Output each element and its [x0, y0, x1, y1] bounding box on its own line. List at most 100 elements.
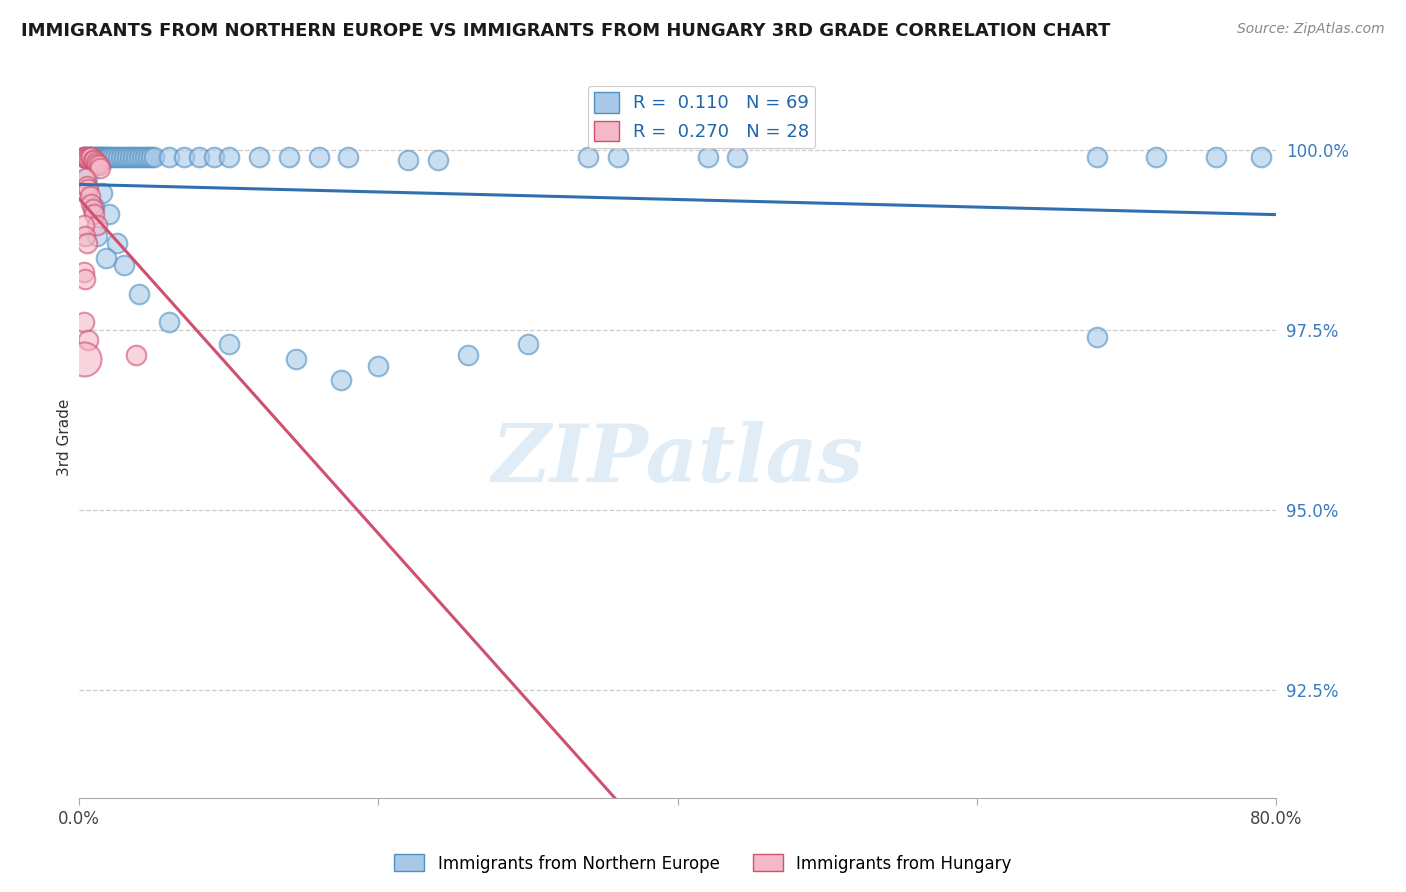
Point	[157, 316, 180, 330]
Point	[125, 150, 148, 164]
Point	[330, 373, 353, 387]
Point	[142, 150, 165, 164]
Point	[308, 150, 330, 164]
Point	[1144, 150, 1167, 164]
Point	[90, 186, 112, 200]
Point	[72, 150, 94, 164]
Point	[367, 359, 389, 373]
Text: ZIPatlas: ZIPatlas	[492, 421, 863, 498]
Point	[77, 182, 100, 196]
Point	[101, 150, 124, 164]
Point	[75, 229, 97, 244]
Point	[173, 150, 195, 164]
Point	[86, 150, 108, 164]
Point	[83, 200, 105, 214]
Point	[118, 150, 141, 164]
Point	[112, 258, 135, 272]
Point	[125, 348, 148, 362]
Point	[107, 150, 129, 164]
Point	[80, 196, 103, 211]
Point	[76, 171, 98, 186]
Point	[75, 150, 97, 164]
Point	[90, 150, 112, 164]
Point	[115, 150, 138, 164]
Point	[79, 189, 101, 203]
Point	[98, 207, 121, 221]
Point	[104, 150, 127, 164]
Point	[91, 150, 114, 164]
Point	[72, 265, 94, 279]
Text: IMMIGRANTS FROM NORTHERN EUROPE VS IMMIGRANTS FROM HUNGARY 3RD GRADE CORRELATION: IMMIGRANTS FROM NORTHERN EUROPE VS IMMIG…	[21, 22, 1111, 40]
Point	[94, 151, 117, 165]
Point	[157, 150, 180, 164]
Point	[75, 150, 97, 164]
Point	[285, 351, 308, 366]
Point	[79, 150, 101, 164]
Point	[87, 150, 110, 164]
Point	[77, 151, 100, 165]
Point	[89, 161, 111, 175]
Point	[136, 150, 159, 164]
Point	[87, 158, 110, 172]
Point	[427, 153, 450, 168]
Point	[1205, 150, 1227, 164]
Point	[457, 348, 479, 362]
Point	[218, 337, 240, 351]
Point	[84, 154, 107, 169]
Point	[517, 337, 540, 351]
Point	[110, 150, 132, 164]
Point	[247, 150, 270, 164]
Point	[277, 150, 299, 164]
Point	[82, 153, 104, 168]
Point	[83, 153, 105, 168]
Point	[77, 150, 100, 164]
Point	[76, 236, 98, 251]
Point	[218, 150, 240, 164]
Point	[77, 334, 100, 348]
Point	[72, 351, 94, 366]
Point	[202, 150, 225, 164]
Point	[1250, 150, 1272, 164]
Point	[1085, 150, 1108, 164]
Point	[79, 150, 101, 164]
Point	[86, 218, 108, 232]
Point	[72, 150, 94, 164]
Point	[576, 150, 599, 164]
Point	[128, 150, 150, 164]
Point	[93, 150, 115, 164]
Point	[112, 150, 135, 164]
Point	[696, 150, 718, 164]
Point	[75, 272, 97, 286]
Point	[80, 150, 103, 164]
Point	[727, 150, 749, 164]
Point	[128, 286, 150, 301]
Point	[139, 150, 162, 164]
Point	[84, 150, 107, 164]
Point	[86, 157, 108, 171]
Point	[83, 150, 105, 164]
Point	[131, 150, 153, 164]
Point	[86, 229, 108, 244]
Point	[83, 207, 105, 221]
Point	[72, 316, 94, 330]
Point	[82, 202, 104, 216]
Point	[76, 150, 98, 164]
Point	[80, 150, 103, 164]
Point	[187, 150, 209, 164]
Legend: Immigrants from Northern Europe, Immigrants from Hungary: Immigrants from Northern Europe, Immigra…	[388, 847, 1018, 880]
Point	[98, 150, 121, 164]
Point	[89, 150, 111, 164]
Point	[94, 251, 117, 265]
Legend: R =  0.110   N = 69, R =  0.270   N = 28: R = 0.110 N = 69, R = 0.270 N = 28	[588, 86, 815, 148]
Text: Source: ZipAtlas.com: Source: ZipAtlas.com	[1237, 22, 1385, 37]
Point	[76, 151, 98, 165]
Point	[1085, 330, 1108, 344]
Point	[105, 236, 128, 251]
Point	[72, 218, 94, 232]
Point	[96, 150, 118, 164]
Point	[396, 153, 419, 168]
Point	[122, 150, 145, 164]
Point	[82, 151, 104, 165]
Y-axis label: 3rd Grade: 3rd Grade	[58, 399, 72, 476]
Point	[75, 171, 97, 186]
